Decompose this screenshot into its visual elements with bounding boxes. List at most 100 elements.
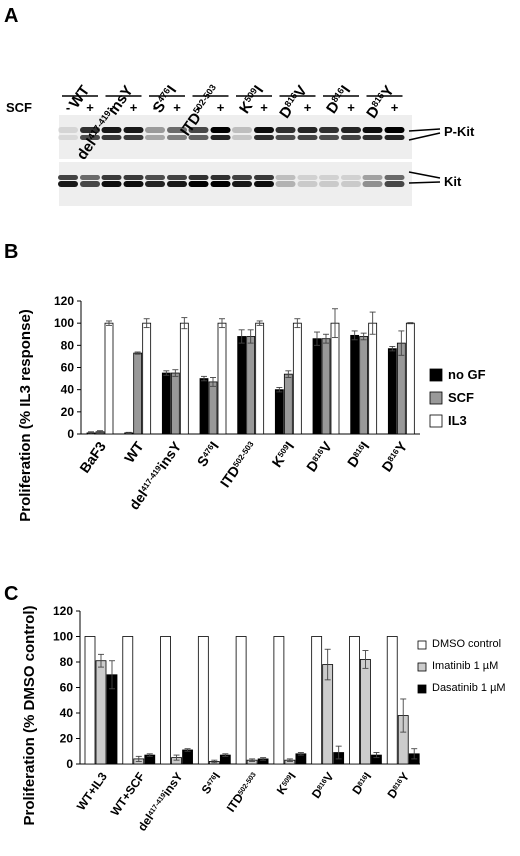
- bar-scf: [283, 373, 293, 435]
- y-tick-label: 80: [61, 338, 75, 352]
- pkit-band: [145, 127, 165, 133]
- pkit-band: [188, 127, 209, 133]
- y-tick-label: 120: [54, 294, 74, 308]
- chart-c-dmso-control: 0 20 40 60 80 100 120 Proliferation (% DMSO con…: [21, 604, 506, 834]
- category-label: ITD502-503: [224, 770, 261, 815]
- legend-swatch: [429, 391, 443, 405]
- scf-plus: +: [130, 100, 138, 115]
- bar-no-gf: [274, 389, 284, 435]
- legend-swatch: [417, 684, 427, 694]
- kit-band: [145, 175, 165, 180]
- legend-swatch: [429, 414, 443, 428]
- kit-band: [362, 175, 383, 180]
- kit-band: [123, 181, 144, 187]
- bar-scf: [396, 342, 406, 435]
- y-tick-label: 60: [61, 361, 75, 375]
- kit-band: [80, 181, 100, 187]
- bar-il3: [179, 322, 189, 435]
- scf-minus: -: [109, 100, 113, 115]
- bar-scf: [321, 338, 331, 435]
- scf-plus: +: [173, 100, 181, 115]
- bar-dmso-control: [386, 636, 398, 765]
- kit-band: [58, 175, 78, 180]
- chart-b-il3-response: 0 20 40 60 80 100 120 Proliferation (% IL3 resp…: [17, 294, 486, 522]
- scf-minus: -: [66, 100, 70, 115]
- category-label: BaF3: [76, 438, 109, 475]
- bar-il3: [368, 322, 378, 435]
- pkit-arrow-lower: [408, 132, 441, 141]
- bar-scf: [133, 352, 143, 435]
- scf-plus: +: [217, 100, 225, 115]
- category-label: D816V: [309, 770, 337, 801]
- bar-dmso-control: [273, 636, 285, 765]
- bar-il3: [142, 322, 152, 435]
- pkit-band: [384, 127, 405, 133]
- y-tick-label: 40: [60, 706, 74, 720]
- category-label: D816V: [303, 438, 335, 475]
- lane-label-sup: 502-503: [191, 83, 218, 116]
- panel-letter-c: C: [4, 583, 18, 605]
- category-label-tail: insY: [160, 770, 186, 799]
- kit-band: [254, 181, 274, 187]
- bar-il3: [330, 322, 340, 435]
- kit-band: [384, 181, 405, 187]
- bar-dmso-control: [235, 636, 247, 765]
- kit-band: [167, 175, 187, 180]
- pkit-band: [101, 127, 122, 133]
- category-label: D816I: [344, 439, 373, 471]
- scf-minus: -: [327, 100, 331, 115]
- category-label: S476I: [194, 439, 222, 470]
- scf-minus: -: [283, 100, 287, 115]
- bar-scf: [208, 381, 218, 435]
- y-tick-label: 20: [61, 405, 75, 419]
- y-tick-label: 120: [53, 604, 73, 618]
- pkit-band: [58, 135, 78, 140]
- y-tick-label: 20: [60, 732, 74, 746]
- bar-dasatinib-1-m: [182, 749, 193, 765]
- pkit-band: [319, 135, 339, 140]
- scf-plus: +: [260, 100, 268, 115]
- legend-swatch: [417, 662, 427, 672]
- scf-minus: -: [153, 100, 157, 115]
- bar-scf: [170, 372, 180, 435]
- pkit-band: [275, 127, 296, 133]
- pkit-band: [123, 127, 144, 133]
- kit-band: [297, 175, 318, 180]
- legend-label: DMSO control: [432, 638, 501, 650]
- kit-band: [210, 181, 231, 187]
- category-label: WT+SCF: [108, 770, 148, 819]
- kit-band: [341, 181, 361, 187]
- category-label: D816I: [349, 770, 374, 797]
- pkit-band: [297, 127, 318, 133]
- kit-label: Kit: [444, 174, 462, 189]
- kit-band: [319, 175, 339, 180]
- bar-imatinib-1-m: [360, 659, 371, 765]
- bar-no-gf: [350, 334, 360, 435]
- bar-no-gf: [387, 348, 397, 435]
- pkit-band: [362, 127, 383, 133]
- legend-label: SCF: [448, 390, 474, 405]
- pkit-band: [80, 135, 100, 140]
- kit-band: [297, 181, 318, 187]
- bar-dmso-control: [349, 636, 360, 765]
- pkit-band: [58, 127, 78, 133]
- category-label: S476I: [199, 770, 224, 797]
- pkit-band: [232, 127, 252, 133]
- y-tick-label: 100: [54, 316, 74, 330]
- legend-swatch: [417, 640, 427, 650]
- category-label: D816Y: [384, 770, 412, 801]
- kit-band: [384, 175, 405, 180]
- y-tick-label: 80: [60, 655, 74, 669]
- pkit-band: [275, 135, 296, 140]
- y-axis-label: Proliferation (% DMSO control): [21, 605, 38, 825]
- y-tick-label: 0: [66, 757, 73, 771]
- kit-band: [188, 181, 209, 187]
- bar-il3: [405, 322, 415, 435]
- scf-label: SCF: [6, 100, 32, 115]
- scf-plus: +: [304, 100, 312, 115]
- category-label: WT: [121, 438, 147, 465]
- kit-band: [232, 175, 252, 180]
- kit-arrow-upper: [408, 171, 441, 179]
- bar-dmso-control: [84, 636, 96, 765]
